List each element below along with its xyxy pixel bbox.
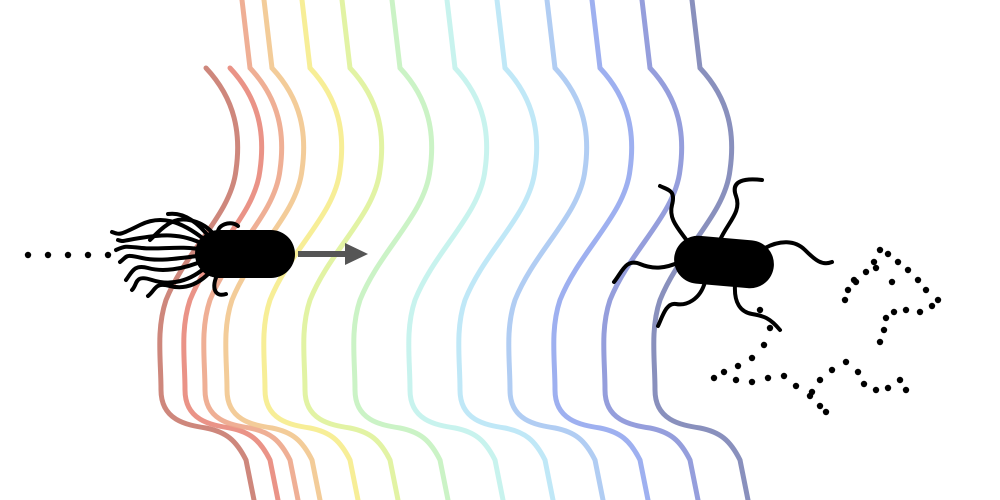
trail-dot <box>903 387 909 393</box>
trail-dot <box>885 385 891 391</box>
trail-dot <box>873 387 879 393</box>
trail-dot <box>842 297 848 303</box>
trail-dot <box>885 251 891 257</box>
trail-dot <box>891 309 897 315</box>
trail-dot <box>793 383 799 389</box>
trail-dot <box>829 367 835 373</box>
trail-dot <box>733 377 739 383</box>
trail-dot <box>897 377 903 383</box>
trail-dot <box>749 355 755 361</box>
trail-dot <box>721 369 727 375</box>
trail-dot <box>735 363 741 369</box>
trail-dot <box>863 269 869 275</box>
trail-dot <box>845 287 851 293</box>
trail-dot <box>915 277 921 283</box>
trail-dot <box>817 377 823 383</box>
run-trail-dots <box>25 252 111 258</box>
trail-dot <box>881 327 887 333</box>
trail-dot <box>917 309 923 315</box>
trail-dot <box>25 252 31 258</box>
trail-dot <box>883 315 889 321</box>
trail-dot <box>905 267 911 273</box>
trail-dot <box>761 342 767 348</box>
trail-dot <box>877 247 883 253</box>
trail-dot <box>767 325 773 331</box>
trail-dot <box>765 375 771 381</box>
trail-dot <box>851 277 857 283</box>
trail-dot <box>877 339 883 345</box>
trail-dot <box>903 307 909 313</box>
trail-dot <box>781 373 787 379</box>
trail-dot <box>749 379 755 385</box>
trail-dot <box>895 259 901 265</box>
trail-dot <box>817 403 823 409</box>
trail-dot <box>711 375 717 381</box>
trail-dot <box>757 307 763 313</box>
trail-dot <box>105 252 111 258</box>
trail-dot <box>65 252 71 258</box>
trail-dot <box>809 389 815 395</box>
trail-dot <box>923 287 929 293</box>
trail-dot <box>873 265 879 271</box>
trail-dot <box>85 252 91 258</box>
trail-dot <box>929 303 935 309</box>
trail-dot <box>843 359 849 365</box>
tumble-cell-body <box>672 234 776 291</box>
run-cell-body <box>195 230 295 278</box>
trail-dot <box>861 381 867 387</box>
trail-dot <box>935 297 941 303</box>
trail-dot <box>45 252 51 258</box>
tumble-cell <box>614 179 832 330</box>
trail-dot <box>855 369 861 375</box>
trail-dot <box>889 279 895 285</box>
run-cell <box>112 214 295 296</box>
trail-dot <box>871 259 877 265</box>
trail-dot <box>823 409 829 415</box>
